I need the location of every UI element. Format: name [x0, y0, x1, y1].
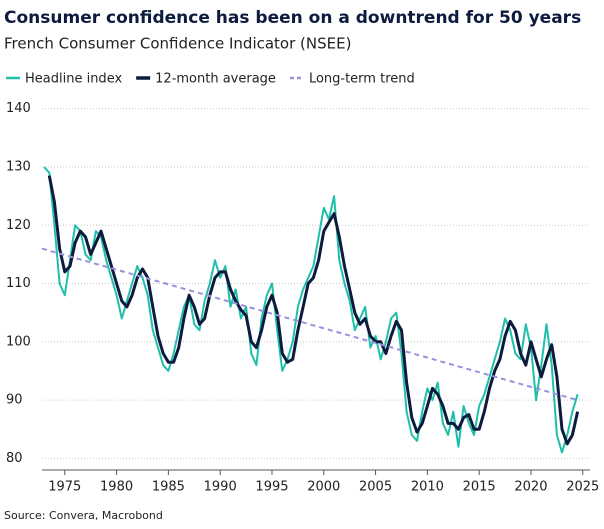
x-tick-label: 1995 — [255, 480, 288, 495]
chart-subtitle: French Consumer Confidence Indicator (NS… — [4, 35, 351, 53]
y-tick-label: 110 — [6, 276, 31, 291]
series-line — [43, 166, 579, 454]
x-tick-label: 2025 — [566, 480, 599, 495]
y-tick-label: 130 — [6, 160, 31, 175]
series-line — [47, 175, 580, 446]
series-line — [41, 247, 578, 402]
y-tick-label: 80 — [6, 451, 23, 466]
x-tick-label: 2010 — [411, 480, 444, 495]
x-tick-label: 2005 — [359, 480, 392, 495]
legend-label: Headline index — [25, 72, 122, 87]
x-tick-label: 2015 — [463, 480, 496, 495]
legend-label: 12-month average — [155, 72, 276, 87]
y-tick-label: 100 — [6, 334, 31, 349]
x-tick-label: 1980 — [100, 480, 133, 495]
chart-title: Consumer confidence has been on a downtr… — [4, 8, 581, 28]
x-tick-label: 2000 — [307, 480, 340, 495]
x-tick-label: 1975 — [48, 480, 81, 495]
y-tick-label: 120 — [6, 218, 31, 233]
x-tick-label: 1985 — [152, 480, 185, 495]
x-tick-label: 2020 — [514, 480, 547, 495]
y-tick-label: 140 — [6, 101, 31, 116]
y-tick-label: 90 — [6, 393, 23, 408]
x-tick-label: 1990 — [204, 480, 237, 495]
source: Source: Convera, Macrobond — [4, 509, 163, 522]
legend-label: Long-term trend — [309, 72, 415, 87]
